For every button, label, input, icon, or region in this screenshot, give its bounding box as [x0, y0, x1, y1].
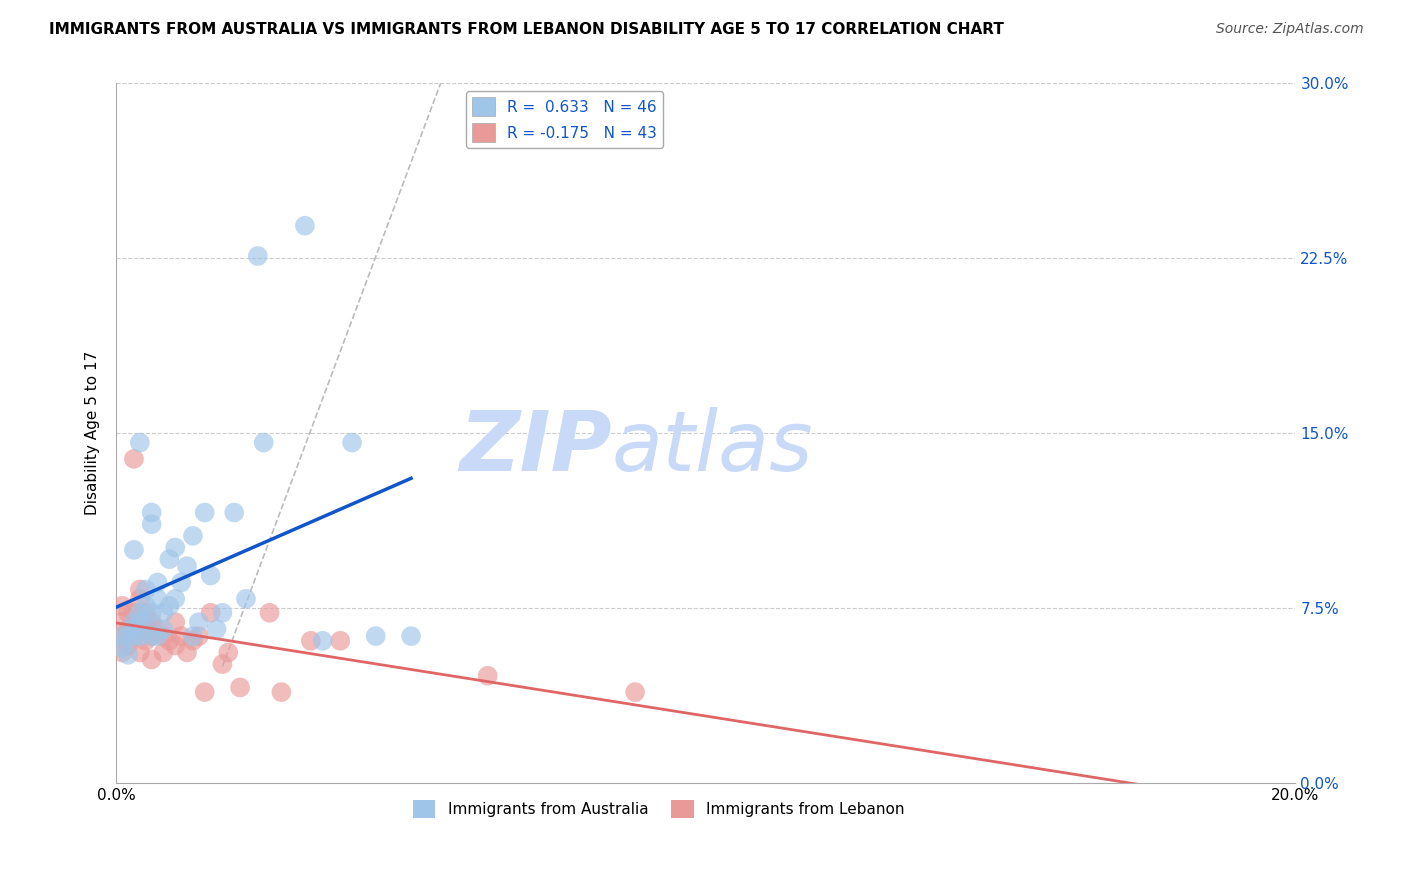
- Point: [181, 629, 204, 643]
- Point: [128, 615, 150, 629]
- Point: [259, 606, 281, 620]
- Point: [200, 606, 222, 620]
- Point: [128, 606, 150, 620]
- Point: [187, 615, 209, 629]
- Point: [128, 622, 150, 636]
- Point: [235, 591, 257, 606]
- Point: [135, 615, 157, 629]
- Point: [122, 451, 145, 466]
- Point: [141, 517, 163, 532]
- Text: atlas: atlas: [612, 407, 813, 488]
- Point: [399, 629, 422, 643]
- Point: [364, 629, 387, 643]
- Point: [146, 575, 169, 590]
- Point: [111, 645, 134, 659]
- Point: [122, 615, 145, 629]
- Point: [128, 591, 150, 606]
- Point: [229, 681, 252, 695]
- Point: [117, 629, 139, 643]
- Point: [477, 669, 499, 683]
- Point: [128, 435, 150, 450]
- Point: [311, 633, 333, 648]
- Point: [294, 219, 316, 233]
- Point: [181, 529, 204, 543]
- Point: [141, 652, 163, 666]
- Point: [128, 629, 150, 643]
- Point: [141, 615, 163, 629]
- Point: [176, 645, 198, 659]
- Point: [217, 645, 239, 659]
- Point: [152, 606, 174, 620]
- Point: [211, 606, 233, 620]
- Point: [165, 541, 187, 555]
- Point: [117, 606, 139, 620]
- Legend: Immigrants from Australia, Immigrants from Lebanon: Immigrants from Australia, Immigrants fr…: [406, 794, 911, 824]
- Point: [135, 606, 157, 620]
- Point: [111, 629, 134, 643]
- Point: [187, 629, 209, 643]
- Point: [152, 645, 174, 659]
- Point: [122, 606, 145, 620]
- Point: [165, 639, 187, 653]
- Point: [111, 615, 134, 629]
- Point: [270, 685, 292, 699]
- Point: [135, 582, 157, 597]
- Point: [135, 615, 157, 629]
- Point: [128, 645, 150, 659]
- Point: [224, 506, 246, 520]
- Point: [165, 591, 187, 606]
- Text: ZIP: ZIP: [458, 407, 612, 488]
- Point: [122, 615, 145, 629]
- Point: [194, 685, 217, 699]
- Point: [157, 552, 180, 566]
- Point: [117, 639, 139, 653]
- Point: [211, 657, 233, 672]
- Point: [146, 629, 169, 643]
- Point: [111, 640, 134, 655]
- Point: [117, 648, 139, 662]
- Point: [246, 249, 269, 263]
- Point: [176, 559, 198, 574]
- Point: [299, 633, 322, 648]
- Point: [624, 685, 647, 699]
- Point: [200, 568, 222, 582]
- Point: [122, 622, 145, 636]
- Point: [329, 633, 352, 648]
- Point: [117, 629, 139, 643]
- Point: [111, 599, 134, 613]
- Point: [157, 599, 180, 613]
- Point: [152, 629, 174, 643]
- Point: [253, 435, 276, 450]
- Point: [135, 599, 157, 613]
- Point: [135, 633, 157, 648]
- Point: [122, 629, 145, 643]
- Point: [340, 435, 363, 450]
- Point: [141, 629, 163, 643]
- Point: [152, 622, 174, 636]
- Point: [181, 633, 204, 648]
- Point: [141, 606, 163, 620]
- Point: [146, 591, 169, 606]
- Point: [165, 615, 187, 629]
- Point: [205, 622, 228, 636]
- Point: [194, 506, 217, 520]
- Point: [141, 629, 163, 643]
- Point: [141, 506, 163, 520]
- Point: [170, 629, 193, 643]
- Point: [111, 629, 134, 643]
- Y-axis label: Disability Age 5 to 17: Disability Age 5 to 17: [86, 351, 100, 516]
- Text: IMMIGRANTS FROM AUSTRALIA VS IMMIGRANTS FROM LEBANON DISABILITY AGE 5 TO 17 CORR: IMMIGRANTS FROM AUSTRALIA VS IMMIGRANTS …: [49, 22, 1004, 37]
- Text: Source: ZipAtlas.com: Source: ZipAtlas.com: [1216, 22, 1364, 37]
- Point: [122, 542, 145, 557]
- Point: [157, 633, 180, 648]
- Point: [117, 622, 139, 636]
- Point: [146, 622, 169, 636]
- Point: [128, 582, 150, 597]
- Point: [170, 575, 193, 590]
- Point: [122, 629, 145, 643]
